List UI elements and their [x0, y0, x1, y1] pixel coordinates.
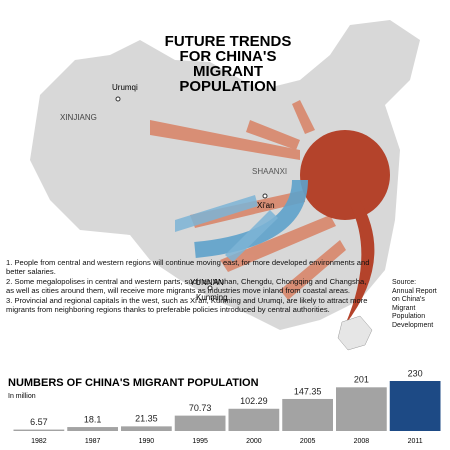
source-line: Migrant	[392, 304, 416, 312]
bar	[389, 381, 441, 431]
x-tick-label: 1982	[31, 438, 47, 445]
city-dot	[262, 193, 268, 199]
title-line: FOR CHINA'S	[180, 48, 277, 65]
value-label: 230	[408, 368, 423, 378]
bar	[67, 427, 118, 431]
blue-arc	[194, 179, 308, 258]
x-tick-label: 2011	[408, 438, 423, 445]
small-map-inset	[337, 315, 373, 351]
value-label: 70.73	[189, 403, 212, 413]
chart-subtitle: In million	[8, 393, 36, 400]
x-tick-label: 1995	[192, 438, 208, 445]
x-tick-label: 2005	[300, 438, 316, 445]
bar	[121, 426, 172, 431]
map-shape	[30, 20, 420, 330]
bar	[13, 429, 65, 431]
value-label: 201	[354, 375, 369, 385]
note: 1. People from central and western regio…	[6, 258, 370, 277]
source-line: Annual Report	[392, 287, 437, 295]
region-label: XINJIANG	[60, 113, 97, 122]
destination-circle	[300, 130, 390, 220]
value-label: 18.1	[84, 414, 102, 424]
note: 3. Provincial and regional capitals in t…	[6, 295, 368, 315]
bar	[282, 398, 333, 431]
chart-title: NUMBERS OF CHINA'S MIGRANT POPULATION	[8, 377, 259, 389]
source-line: Source:	[392, 279, 417, 286]
city-label: Urumqi	[112, 83, 138, 92]
source-line: on China's	[392, 296, 425, 304]
x-tick-label: 2000	[246, 438, 262, 445]
value-label: 102.29	[240, 396, 268, 406]
bar	[174, 415, 226, 431]
source-line: Population	[392, 313, 426, 321]
value-label: 6.57	[30, 417, 48, 427]
title-line: POPULATION	[179, 78, 276, 95]
city-label: Xi'an	[257, 201, 275, 210]
city-label: Kunming	[196, 293, 228, 302]
value-label: 147.35	[294, 386, 322, 396]
region-label: YUNNAN	[190, 278, 224, 287]
value-label: 21.35	[135, 414, 158, 424]
title-line: MIGRANT	[193, 63, 263, 80]
red-crescent	[345, 200, 375, 325]
bar	[228, 408, 280, 431]
note: 2. Some megalopolises in central and wes…	[6, 276, 367, 296]
x-tick-label: 1987	[85, 438, 101, 445]
source: Source: Annual Report on China's Migrant…	[392, 279, 437, 331]
city-dot	[207, 285, 213, 291]
source-line: Development	[392, 321, 434, 329]
title-line: FUTURE TRENDS	[165, 33, 292, 50]
bar	[336, 387, 387, 431]
x-tick-label: 1990	[139, 438, 155, 445]
blue-arrows	[175, 195, 278, 262]
notes: 1. People from central and western regio…	[6, 258, 374, 314]
x-tick-label: 2008	[354, 438, 370, 445]
city-dot	[115, 96, 121, 102]
region-label: SHAANXI	[252, 167, 287, 176]
